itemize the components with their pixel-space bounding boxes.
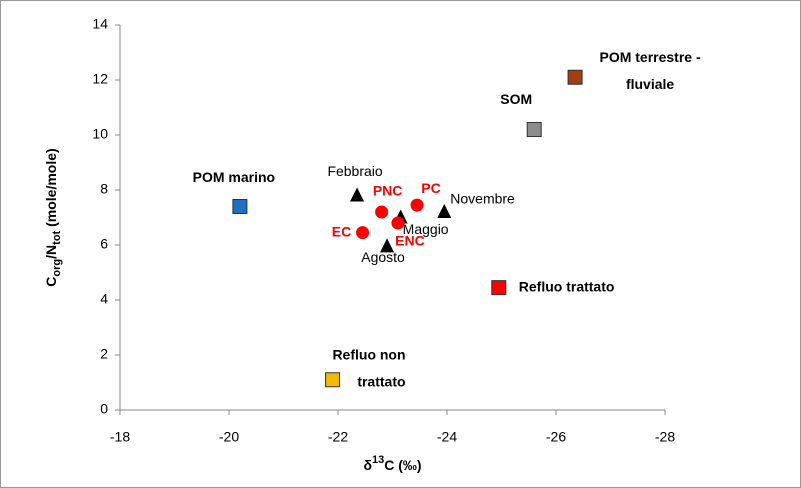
y-axis-title-sub: tot bbox=[51, 230, 63, 244]
point-label: Refluo trattato bbox=[519, 278, 615, 294]
x-axis-title-sup: 13 bbox=[372, 454, 384, 466]
y-axis-title-part: (mole/mole) bbox=[43, 148, 59, 230]
y-axis-title-part: C bbox=[43, 277, 59, 287]
y-tick-label: 8 bbox=[100, 181, 108, 197]
circle-marker bbox=[391, 216, 405, 230]
x-tick-label: -18 bbox=[110, 429, 130, 445]
point-label: EC bbox=[332, 223, 351, 239]
point-label: Agosto bbox=[361, 249, 405, 265]
circle-marker bbox=[356, 226, 370, 240]
x-tick-label: -20 bbox=[219, 429, 239, 445]
point-label: PC bbox=[421, 180, 440, 196]
y-axis-title-part: /N bbox=[43, 245, 59, 259]
triangle-marker bbox=[380, 238, 395, 253]
point-label: SOM bbox=[500, 91, 532, 107]
y-tick-label: 14 bbox=[92, 16, 108, 32]
x-tick-label: -26 bbox=[546, 429, 566, 445]
y-tick-label: 12 bbox=[92, 71, 108, 87]
x-tick-label: -24 bbox=[437, 429, 457, 445]
x-tick-label: -28 bbox=[655, 429, 675, 445]
x-axis-title: δ13C (‰) bbox=[363, 454, 421, 473]
point-label: Maggio bbox=[403, 221, 449, 237]
circle-marker bbox=[410, 198, 424, 212]
point-label: trattato bbox=[357, 373, 405, 389]
square-marker bbox=[491, 280, 507, 296]
y-tick-label: 2 bbox=[100, 346, 108, 362]
square-marker bbox=[232, 199, 248, 214]
circle-marker bbox=[375, 205, 389, 219]
point-label: fluviale bbox=[626, 76, 674, 92]
square-marker bbox=[325, 372, 341, 388]
y-tick-label: 6 bbox=[100, 236, 108, 252]
x-axis-title-part: δ bbox=[363, 457, 372, 473]
y-tick-label: 4 bbox=[100, 291, 108, 307]
point-label: ENC bbox=[395, 233, 425, 249]
square-marker bbox=[526, 122, 542, 137]
y-tick-label: 0 bbox=[100, 401, 108, 417]
point-label: Febbraio bbox=[327, 163, 382, 179]
x-axis-title-part: C (‰) bbox=[384, 457, 421, 473]
point-label: Novembre bbox=[450, 191, 515, 207]
point-label: POM terrestre - bbox=[599, 49, 700, 65]
y-axis-title-sub: org bbox=[51, 259, 63, 277]
y-axis-title: Corg/Ntot (mole/mole) bbox=[43, 148, 63, 286]
point-label: PNC bbox=[373, 183, 403, 199]
point-label: POM marino bbox=[193, 169, 275, 185]
point-label: Refluo non bbox=[332, 346, 405, 362]
triangle-marker bbox=[437, 204, 452, 218]
square-marker bbox=[567, 69, 583, 85]
y-tick-label: 10 bbox=[92, 126, 108, 142]
x-tick-label: -22 bbox=[328, 429, 348, 445]
triangle-marker bbox=[350, 187, 365, 202]
